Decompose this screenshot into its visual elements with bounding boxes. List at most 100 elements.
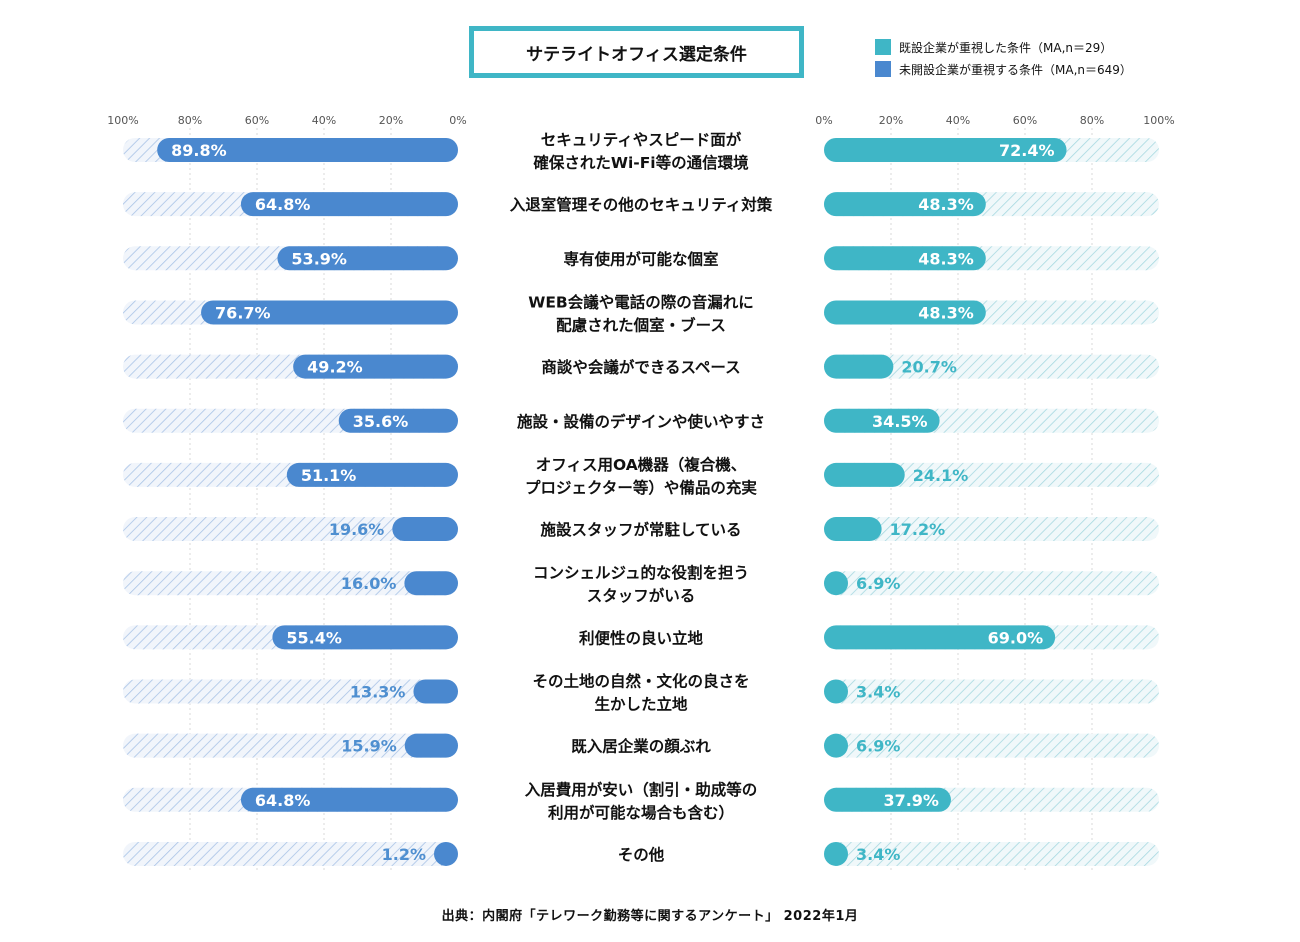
left-bar [286,462,458,487]
legend-swatch-planned [875,61,891,77]
category-label: その土地の自然・文化の良さを [532,672,749,691]
right-tick-label: 80% [1080,114,1104,127]
right-bar [824,246,986,271]
left-bar [240,787,458,812]
right-bar-track [824,841,1159,866]
right-bar [824,679,848,704]
category-label: 利便性の良い立地 [579,628,704,647]
right-value-label: 72.4% [999,141,1055,160]
right-bar-track [824,354,1159,379]
left-bar [338,408,458,433]
left-tick-label: 40% [312,114,336,127]
category-label: コンシェルジュ的な役割を担う [533,563,749,582]
category-label: 施設スタッフが常駐している [540,520,741,539]
right-bar [824,408,940,433]
legend-label-planned: 未開設企業が重視する条件（MA,n＝649） [899,62,1132,77]
left-bar [413,679,458,704]
left-value-label: 15.9% [341,737,397,756]
left-bar [293,354,458,379]
left-value-label: 35.6% [353,412,409,431]
left-bar-track [123,679,458,704]
right-tick-label: 20% [879,114,903,127]
right-value-label: 3.4% [856,845,900,864]
category-label: 専有使用が可能な個室 [563,249,718,268]
legend-swatch-existing [875,39,891,55]
left-value-label: 53.9% [291,249,347,268]
category-label: 配慮された個室・ブース [556,315,726,334]
left-bar-track [123,571,458,596]
right-value-label: 48.3% [918,249,974,268]
chart-title: サテライトオフィス選定条件 [469,26,804,78]
right-bar-track [824,679,1159,704]
left-bar [277,246,458,271]
left-value-label: 19.6% [329,520,385,539]
category-label: 生かした立地 [594,695,688,714]
right-tick-label: 0% [815,114,832,127]
left-tick-label: 100% [107,114,138,127]
left-bar [404,733,458,758]
left-value-label: 49.2% [307,358,363,377]
left-tick-label: 0% [449,114,466,127]
right-value-label: 48.3% [918,195,974,214]
left-bar-track [123,733,458,758]
left-value-label: 55.4% [286,628,342,647]
right-bar-track [824,517,1159,542]
right-bar [824,517,882,542]
left-value-label: 13.3% [350,683,406,702]
right-value-label: 69.0% [988,628,1044,647]
left-bar [240,192,458,217]
right-bar-track [824,733,1159,758]
right-bar [824,571,848,596]
category-label: 商談や会議ができるスペース [541,358,740,377]
left-value-label: 64.8% [255,195,311,214]
category-label: オフィス用OA機器（複合機、 [536,455,746,474]
left-bar [157,138,459,162]
category-label: 入退室管理その他のセキュリティ対策 [510,195,773,214]
category-label: 既入居企業の顔ぶれ [571,737,711,756]
category-label: その他 [618,845,665,864]
right-tick-label: 100% [1143,114,1174,127]
legend-item-existing: 既設企業が重視した条件（MA,n＝29） [875,36,1132,58]
right-bar [824,354,894,379]
category-label: 利用が可能な場合も含む） [548,803,734,822]
left-value-label: 51.1% [301,466,357,485]
left-tick-label: 20% [379,114,403,127]
right-bar [824,733,848,758]
left-bar [404,571,458,596]
right-bar-track [824,571,1159,596]
right-value-label: 24.1% [913,466,969,485]
right-value-label: 20.7% [901,358,957,377]
right-bar [824,625,1056,650]
right-value-label: 6.9% [856,737,900,756]
left-bar [392,517,458,542]
right-value-label: 3.4% [856,683,900,702]
source-note: 出典：内閣府「テレワーク勤務等に関するアンケート」 2022年1月 [441,909,859,924]
right-tick-label: 60% [1013,114,1037,127]
right-tick-label: 40% [946,114,970,127]
left-value-label: 1.2% [382,845,426,864]
right-value-label: 48.3% [918,303,974,322]
category-label: スタッフがいる [587,586,696,605]
category-label: 施設・設備のデザインや使いやすさ [517,412,765,431]
category-label: セキュリティやスピード面が [541,130,742,149]
left-tick-label: 60% [245,114,269,127]
right-bar [824,462,905,487]
legend-item-planned: 未開設企業が重視する条件（MA,n＝649） [875,58,1132,80]
category-label: 確保されたWi-Fi等の通信環境 [533,153,749,172]
category-label: 入居費用が安い（割引・助成等の [525,780,758,799]
right-value-label: 34.5% [872,412,928,431]
left-bar [434,841,458,866]
left-tick-label: 80% [178,114,202,127]
legend-label-existing: 既設企業が重視した条件（MA,n＝29） [899,40,1113,55]
left-bar [272,625,458,650]
category-label: プロジェクター等）や備品の充実 [525,478,757,497]
left-value-label: 16.0% [341,574,397,593]
right-bar [824,138,1067,162]
left-bar-track [123,517,458,542]
left-value-label: 64.8% [255,791,311,810]
right-value-label: 17.2% [890,520,946,539]
right-value-label: 6.9% [856,574,900,593]
left-bar [201,300,458,325]
category-label: WEB会議や電話の際の音漏れに [528,292,754,311]
